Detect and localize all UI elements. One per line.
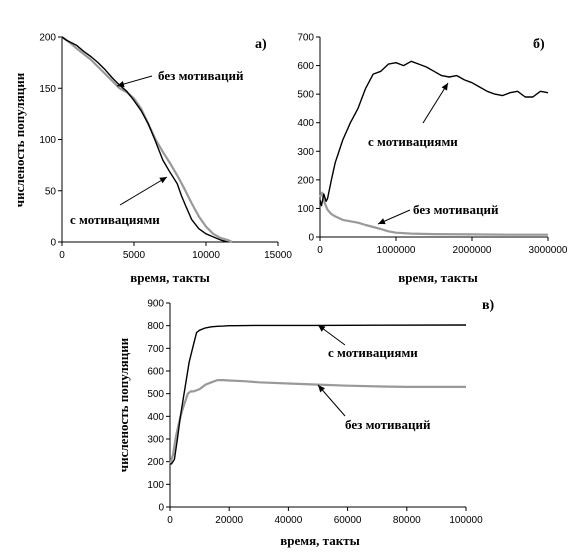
y-tick-label: 100 [297,204,314,215]
x-tick-label: 0 [59,250,65,261]
y-tick-label: 500 [147,389,164,400]
x-tick-label: 3000000 [529,245,568,256]
x-axis-label: время, такты [130,270,209,285]
y-tick-label: 400 [147,412,164,423]
y-tick-label: 500 [297,90,314,101]
annotation-label: без мотиваций [413,202,499,217]
y-tick-label: 800 [147,321,164,332]
x-tick-label: 1000000 [377,245,416,256]
x-tick-label: 2000000 [453,245,492,256]
annotation-arrowhead [318,325,326,332]
series-line-without-motivation [61,36,233,243]
x-tick-label: 15000 [264,250,292,261]
y-tick-label: 300 [297,147,314,158]
x-tick-label: 40000 [274,515,302,526]
y-tick-label: 150 [39,84,56,95]
annotation-label: с мотивациями [70,212,160,227]
y-tick-label: 700 [147,344,164,355]
y-tick-label: 300 [147,435,164,446]
y-axis-label: численость популяции [116,337,131,472]
y-axis-label: численость популяции [12,72,27,207]
y-tick-label: 600 [297,61,314,72]
x-axis-label: время, такты [398,270,477,285]
y-tick-label: 0 [308,233,314,244]
annotation-arrow-line [422,82,449,124]
annotation-arrowhead [378,218,386,225]
annotation-arrowhead [441,83,448,91]
chart-c: 0 100 200 300 400 500 600 700 800 900 0 20000 40000 6… [116,298,495,548]
annotation-label: без мотиваций [345,417,431,432]
y-tick-label: 600 [147,367,164,378]
x-tick-label: 80000 [393,515,421,526]
y-tick-label: 100 [39,135,56,146]
x-tick-label: 10000 [192,250,220,261]
x-tick-label: 60000 [334,515,362,526]
x-tick-label: 0 [317,245,323,256]
y-tick-label: 400 [297,118,314,129]
x-axis-label: время, такты [280,533,359,548]
chart-b: 0 100 200 300 400 500 600 700 0 1000000 2000000 300… [297,33,568,286]
annotation-label: без мотиваций [158,68,244,83]
y-tick-label: 200 [297,175,314,186]
x-tick-label: 0 [167,515,173,526]
y-tick-label: 50 [45,186,57,197]
x-tick-label: 100000 [449,515,483,526]
panel-label: а) [255,37,267,52]
panel-label: б) [533,37,545,52]
annotation-label: с мотивациями [368,134,458,149]
series-line-with-motivation [170,324,467,465]
y-tick-label: 0 [50,238,56,249]
series-line-with-motivation [319,60,549,207]
annotation-arrowhead [318,385,325,393]
series-line-with-motivation [61,36,228,243]
y-tick-label: 0 [158,503,164,514]
annotation-arrow-line [119,176,168,206]
series-line-without-motivation [319,191,548,236]
panel-label: в) [482,298,495,313]
y-tick-label: 100 [147,480,164,491]
y-tick-label: 200 [39,33,56,44]
y-tick-label: 700 [297,33,314,44]
chart-a: 0 50 100 150 200 0 5000 10000 15000 а) время, такт… [12,33,292,286]
annotation-arrowhead [117,81,125,88]
y-tick-label: 200 [147,457,164,468]
x-tick-label: 20000 [215,515,243,526]
annotation-arrowhead [159,177,167,184]
annotation-label: с мотивациями [328,345,418,360]
y-tick-label: 900 [147,299,164,310]
x-tick-label: 5000 [123,250,146,261]
